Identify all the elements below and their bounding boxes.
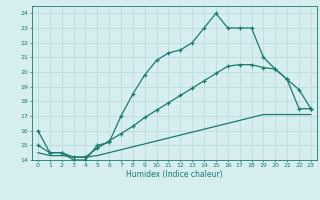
X-axis label: Humidex (Indice chaleur): Humidex (Indice chaleur): [126, 170, 223, 179]
